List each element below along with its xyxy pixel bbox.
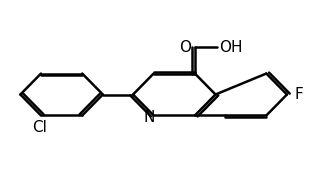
- Text: OH: OH: [219, 40, 242, 55]
- Text: N: N: [143, 110, 155, 125]
- Text: F: F: [295, 87, 304, 102]
- Text: Cl: Cl: [32, 120, 47, 135]
- Text: O: O: [180, 40, 191, 55]
